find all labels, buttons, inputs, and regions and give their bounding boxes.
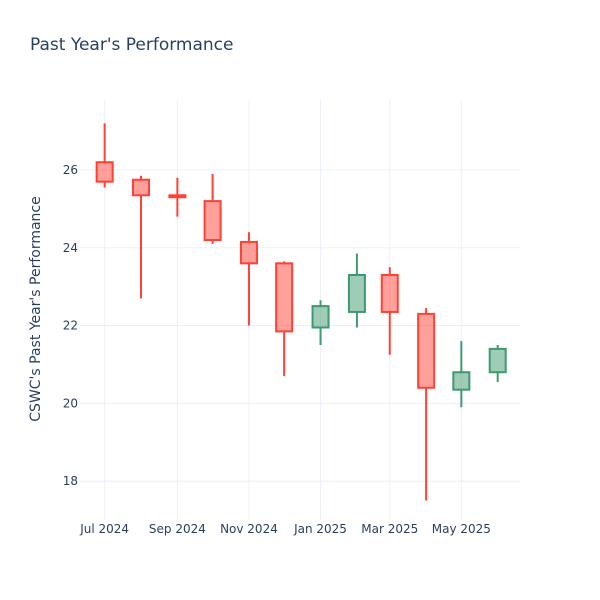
x-tick-label: Jan 2025 [293,522,347,536]
candle-increasing [488,345,507,382]
candle-layer [95,123,507,501]
candle-decreasing [132,175,151,299]
x-tick-label: Nov 2024 [220,522,278,536]
candle-body [203,200,222,242]
candle-decreasing [275,261,294,377]
candle-decreasing [239,232,258,326]
candle-body [380,274,399,313]
candle-body [452,371,471,391]
candle-decreasing [417,308,436,501]
y-tick-label: 24 [63,241,78,255]
candle-body [275,262,294,333]
x-tick-label: Jul 2024 [79,522,129,536]
y-tick-labels: 18 20 22 24 26 [63,163,78,488]
y-tick-label: 22 [63,319,78,333]
candle-increasing [452,341,471,408]
x-tick-labels: Jul 2024 Sep 2024 Nov 2024 Jan 2025 Mar 2025… [79,522,491,536]
candle-decreasing [95,123,114,188]
x-tick-label: May 2025 [432,522,491,536]
candle-body [132,178,151,197]
candle-decreasing [203,173,222,244]
chart-title: Past Year's Performance [30,35,234,55]
candle-increasing [311,300,330,345]
x-tick-label: Mar 2025 [361,522,418,536]
candle-body [239,240,258,265]
candle-decreasing [168,177,187,217]
candle-body [488,347,507,374]
y-tick-label: 18 [63,474,78,488]
candle-body [347,274,366,313]
candle-body [311,305,330,329]
candle-increasing [347,253,366,328]
y-tick-label: 20 [63,396,78,410]
y-axis-title: CSWC's Past Year's Performance [28,196,44,421]
y-tick-label: 26 [63,163,78,177]
candle-body [168,194,187,199]
candle-body [417,312,436,389]
x-tick-label: Sep 2024 [149,522,206,536]
candle-body [95,161,114,183]
candle-decreasing [380,267,399,355]
